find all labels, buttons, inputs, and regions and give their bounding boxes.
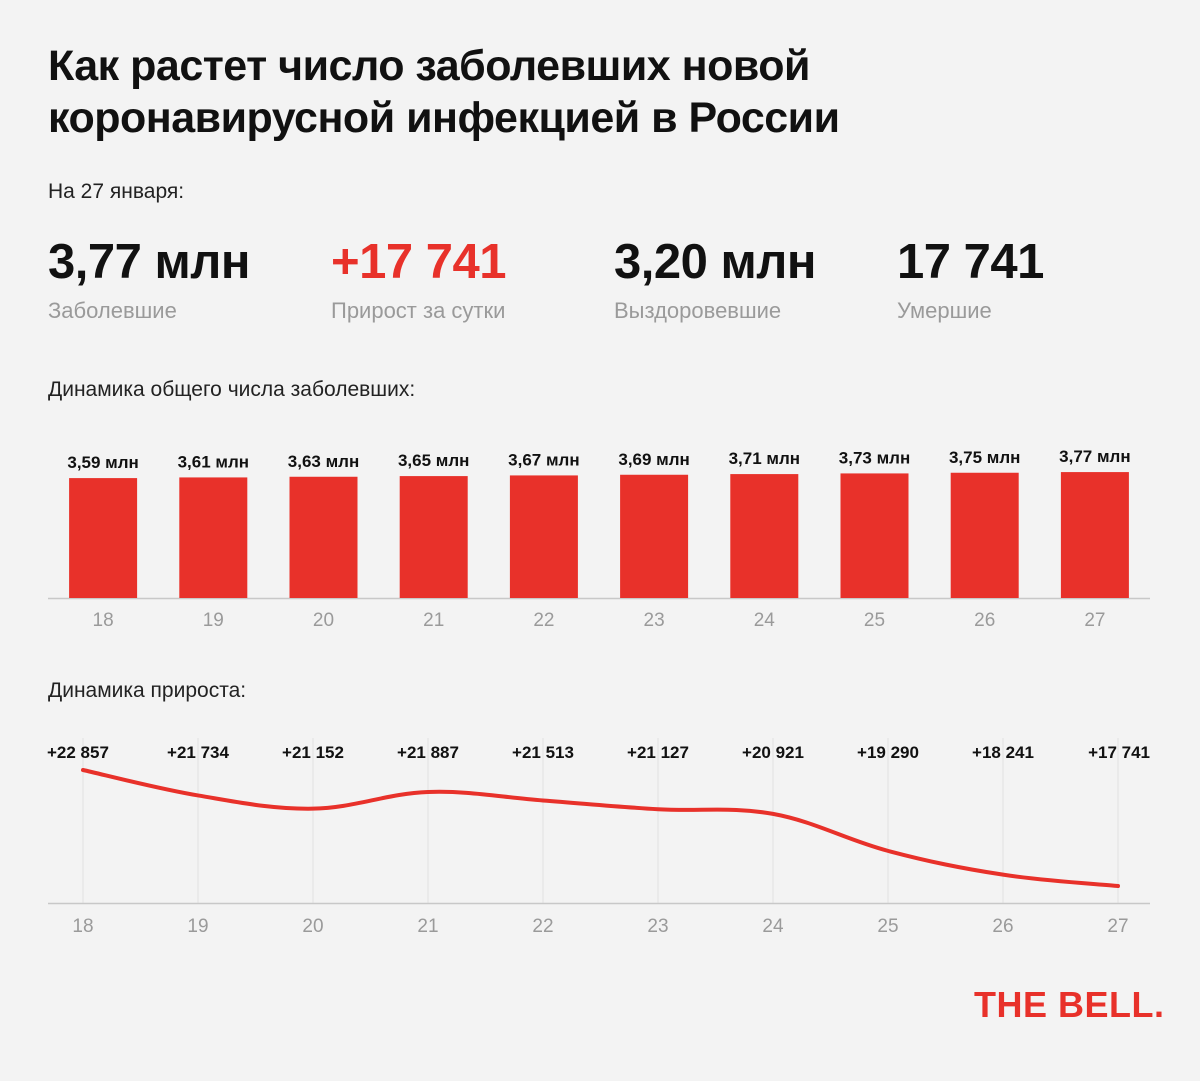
bar-tick-label-24: 24	[754, 610, 776, 631]
line-value-label-23: +21 127	[627, 743, 689, 762]
line-point-18	[82, 769, 84, 771]
bar-tick-label-22: 22	[533, 610, 554, 631]
bar-value-label-19: 3,61 млн	[178, 452, 249, 471]
bar-21	[399, 476, 468, 598]
line-point-27	[1117, 885, 1119, 887]
line-value-label-27: +17 741	[1088, 743, 1150, 762]
line-tick-label-22: 22	[532, 916, 553, 937]
bar-24	[730, 474, 799, 598]
stat-cases-value: 3,77 млн	[48, 235, 250, 289]
stat-deaths-value: 17 741	[897, 235, 1044, 289]
stat-recovered-label: Выздоровевшие	[614, 298, 782, 323]
brand-logo: THE BELL.	[974, 984, 1165, 1025]
bar-value-label-25: 3,73 млн	[839, 448, 910, 467]
stat-cases-label: Заболевшие	[48, 298, 177, 323]
chart-title: Как растет число заболевших новой корона…	[48, 42, 840, 142]
line-point-25	[887, 850, 889, 852]
line-tick-label-25: 25	[877, 916, 898, 937]
date-label: На 27 января:	[48, 180, 185, 203]
bar-20	[289, 476, 358, 598]
bar-18	[69, 478, 138, 598]
bar-tick-label-18: 18	[93, 610, 114, 631]
bar-25	[840, 473, 909, 598]
stat-deaths-label: Умершие	[897, 298, 992, 323]
line-value-label-22: +21 513	[512, 743, 574, 762]
line-chart-title: Динамика прироста:	[48, 679, 247, 702]
bar-27	[1060, 472, 1129, 598]
line-tick-label-18: 18	[72, 916, 93, 937]
bar-tick-label-26: 26	[974, 610, 995, 631]
line-tick-label-21: 21	[417, 916, 438, 937]
line-tick-label-27: 27	[1107, 916, 1128, 937]
line-tick-label-19: 19	[187, 916, 208, 937]
line-value-label-19: +21 734	[167, 743, 229, 762]
line-point-22	[542, 799, 544, 801]
bar-value-label-27: 3,77 млн	[1059, 447, 1130, 466]
bar-22	[509, 475, 578, 598]
line-value-label-25: +19 290	[857, 743, 919, 762]
line-point-19	[197, 794, 199, 796]
bar-23	[620, 474, 689, 598]
bar-tick-label-25: 25	[864, 610, 885, 631]
stat-daily-growth-value: +17 741	[331, 235, 507, 289]
line-value-label-18: +22 857	[47, 743, 109, 762]
bar-26	[950, 472, 1019, 598]
bar-tick-label-27: 27	[1084, 610, 1105, 631]
line-value-label-20: +21 152	[282, 743, 344, 762]
bar-value-label-26: 3,75 млн	[949, 448, 1020, 467]
bar-value-label-18: 3,59 млн	[67, 453, 138, 472]
line-point-21	[427, 791, 429, 793]
stat-daily-growth: +17 741 Прирост за сутки	[331, 232, 507, 324]
line-tick-label-20: 20	[302, 916, 323, 937]
stat-deaths: 17 741 Умершие	[897, 232, 1044, 324]
bar-value-label-21: 3,65 млн	[398, 451, 469, 470]
stat-cases: 3,77 млн Заболевшие	[48, 232, 250, 324]
line-tick-label-23: 23	[647, 916, 668, 937]
bar-tick-label-19: 19	[203, 610, 224, 631]
stat-recovered: 3,20 млн Выздоровевшие	[614, 232, 816, 324]
line-series	[81, 768, 1120, 888]
bar-value-label-20: 3,63 млн	[288, 452, 359, 471]
line-tick-label-26: 26	[992, 916, 1013, 937]
line-value-label-24: +20 921	[742, 743, 804, 762]
bar-19	[179, 477, 248, 598]
line-point-23	[657, 808, 659, 810]
bar-value-label-22: 3,67 млн	[508, 450, 579, 469]
line-point-20	[312, 808, 314, 810]
bar-value-label-24: 3,71 млн	[729, 449, 800, 468]
bar-tick-label-23: 23	[644, 610, 665, 631]
stat-recovered-value: 3,20 млн	[614, 235, 816, 289]
bar-tick-label-20: 20	[313, 610, 334, 631]
bar-value-label-23: 3,69 млн	[618, 450, 689, 469]
line-value-label-21: +21 887	[397, 743, 459, 762]
stat-daily-growth-label: Прирост за сутки	[331, 298, 506, 323]
bar-tick-label-21: 21	[423, 610, 444, 631]
line-point-24	[772, 813, 774, 815]
line-value-label-26: +18 241	[972, 743, 1034, 762]
bar-chart-title: Динамика общего числа заболевших:	[48, 378, 416, 401]
line-point-26	[1002, 874, 1004, 876]
line-tick-label-24: 24	[762, 916, 784, 937]
